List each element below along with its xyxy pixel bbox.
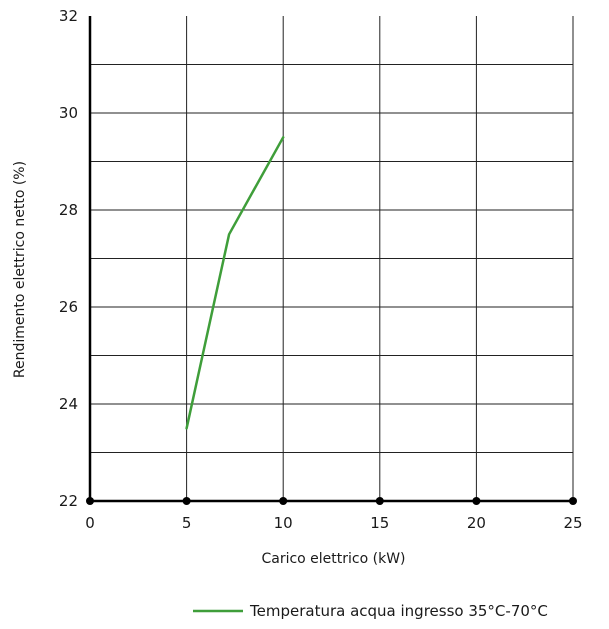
x-axis-marker-5	[182, 497, 191, 505]
y-tick-label-30: 30	[59, 104, 78, 122]
legend-label: Temperatura acqua ingresso 35°C-70°C	[249, 602, 548, 620]
grid	[90, 16, 574, 501]
y-tick-label-28: 28	[59, 201, 78, 219]
x-tick-label-0: 0	[85, 514, 95, 532]
x-tick-label-10: 10	[274, 514, 293, 532]
x-axis-marker-20	[472, 497, 481, 505]
x-tick-label-15: 15	[370, 514, 389, 532]
y-tick-label-32: 32	[59, 7, 78, 25]
axes	[86, 16, 577, 505]
series-layer	[185, 136, 285, 430]
x-axis-title: Carico elettrico (kW)	[261, 551, 405, 567]
x-axis-marker-25	[569, 497, 577, 505]
series-line-0	[185, 136, 285, 430]
y-tick-label-22: 22	[59, 492, 78, 510]
y-tick-label-26: 26	[59, 298, 78, 316]
x-axis-marker-15	[375, 497, 384, 505]
x-tick-label-20: 20	[467, 514, 486, 532]
x-axis-marker-0	[86, 497, 94, 505]
x-tick-label-25: 25	[563, 514, 582, 532]
tick-labels: 0 5 10 15 20 25 22 24 26 28 30 32	[59, 7, 583, 532]
x-tick-label-5: 5	[182, 514, 192, 532]
x-axis-marker-10	[279, 497, 288, 505]
y-tick-label-24: 24	[59, 395, 78, 413]
legend: Temperatura acqua ingresso 35°C-70°C	[193, 602, 548, 620]
y-axis-title: Rendimento elettrico netto (%)	[12, 161, 28, 378]
